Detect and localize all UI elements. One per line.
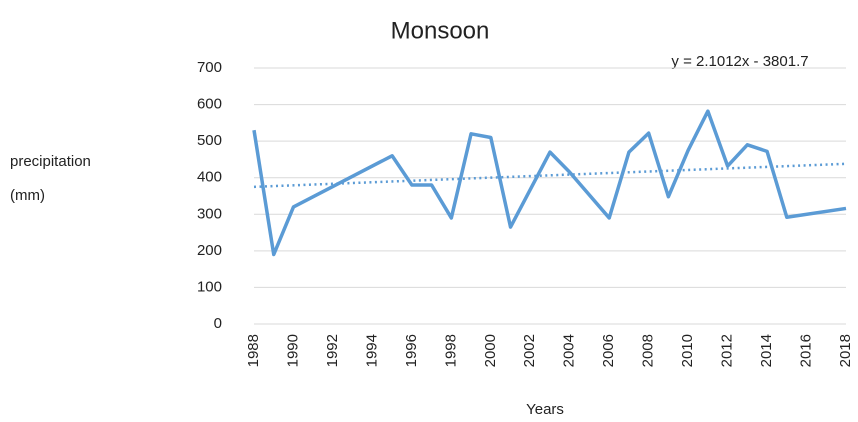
y-tick-label: 200 bbox=[197, 242, 222, 259]
x-tick-label: 2010 bbox=[679, 334, 696, 367]
y-axis-label: (mm) bbox=[10, 187, 45, 204]
x-tick-label: 1988 bbox=[245, 334, 262, 367]
y-tick-label: 400 bbox=[197, 169, 222, 186]
y-tick-label: 100 bbox=[197, 278, 222, 295]
x-tick-label: 1998 bbox=[442, 334, 459, 367]
x-tick-label: 2008 bbox=[640, 334, 657, 367]
x-axis-label: Years bbox=[526, 401, 564, 418]
x-tick-label: 1992 bbox=[324, 334, 341, 367]
x-tick-label: 2006 bbox=[600, 334, 617, 367]
x-tick-label: 2000 bbox=[482, 334, 499, 367]
x-tick-label: 2014 bbox=[758, 334, 775, 367]
data-line bbox=[252, 109, 847, 257]
x-tick-label: 1994 bbox=[363, 334, 380, 367]
y-tick-label: 700 bbox=[197, 59, 222, 76]
y-tick-label: 300 bbox=[197, 205, 222, 222]
x-tick-label: 2012 bbox=[719, 334, 736, 367]
y-tick-label: 0 bbox=[214, 315, 222, 332]
trendline-equation: y = 2.1012x - 3801.7 bbox=[671, 53, 808, 70]
x-tick-label: 1996 bbox=[403, 334, 420, 367]
y-axis-label: precipitation bbox=[10, 153, 91, 170]
x-tick-label: 2016 bbox=[798, 334, 815, 367]
x-tick-label: 2004 bbox=[561, 334, 578, 367]
y-tick-label: 500 bbox=[197, 132, 222, 149]
y-tick-label: 600 bbox=[197, 96, 222, 113]
x-tick-label: 1990 bbox=[284, 334, 301, 367]
trendline bbox=[253, 162, 847, 189]
chart-title: Monsoon bbox=[391, 17, 490, 44]
x-tick-label: 2018 bbox=[837, 334, 854, 367]
x-tick-label: 2002 bbox=[521, 334, 538, 367]
